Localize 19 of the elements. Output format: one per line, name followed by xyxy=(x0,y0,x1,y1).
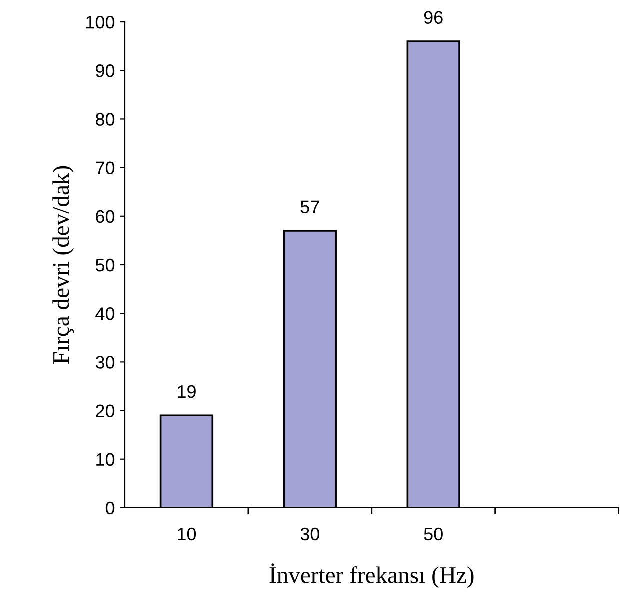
y-tick-label: 60 xyxy=(96,210,115,224)
y-tick-label: 70 xyxy=(96,162,115,175)
y-tick-label: 100 xyxy=(86,16,115,29)
x-axis-title: İnverter frekansı (Hz) xyxy=(270,564,474,588)
y-tick-label: 30 xyxy=(96,356,115,369)
y-tick-label: 50 xyxy=(96,258,115,272)
x-tick-label: 10 xyxy=(178,528,196,541)
y-tick-label: 90 xyxy=(96,64,115,78)
y-tick-label: 40 xyxy=(96,308,115,320)
data-label: 96 xyxy=(424,11,443,24)
y-axis-title: Fırça devri (dev/dak) xyxy=(52,166,74,364)
x-tick-label: 50 xyxy=(424,528,443,541)
y-tick-label: 10 xyxy=(96,453,115,466)
data-label: 19 xyxy=(178,385,196,398)
y-tick-label: 80 xyxy=(96,113,115,126)
y-tick-label: 0 xyxy=(106,502,115,515)
data-label: 57 xyxy=(300,200,320,214)
y-tick-label: 20 xyxy=(96,404,115,418)
x-tick-label: 30 xyxy=(300,528,320,541)
